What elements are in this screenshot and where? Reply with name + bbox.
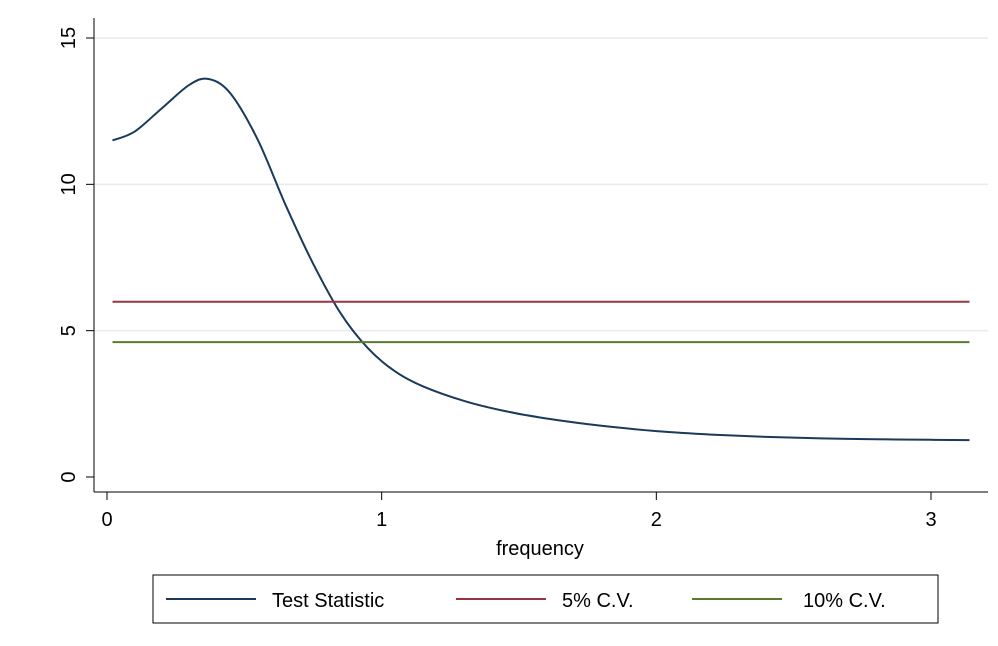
y-tick-label-5: 5 <box>58 325 80 336</box>
series-line-test-statistic <box>112 77 970 442</box>
x-ticks: 0 1 2 3 <box>101 492 937 531</box>
series-group <box>112 77 970 442</box>
x-tick-label-2: 2 <box>651 509 662 531</box>
y-ticks: 0 5 10 15 <box>58 27 94 483</box>
x-tick-label-3: 3 <box>925 509 936 531</box>
legend-label-10pct-cv: 10% C.V. <box>803 590 886 612</box>
y-tick-label-15: 15 <box>58 27 80 49</box>
legend: Test Statistic 5% C.V. 10% C.V. <box>152 574 939 624</box>
x-axis-title: frequency <box>496 538 584 560</box>
legend-label-5pct-cv: 5% C.V. <box>562 590 634 612</box>
x-tick-label-0: 0 <box>101 509 112 531</box>
axes <box>93 18 988 493</box>
x-tick-label-1: 1 <box>376 509 387 531</box>
gridlines <box>95 37 988 332</box>
y-tick-label-10: 10 <box>58 173 80 195</box>
y-tick-label-0: 0 <box>58 471 80 482</box>
legend-label-test-statistic: Test Statistic <box>272 590 384 612</box>
